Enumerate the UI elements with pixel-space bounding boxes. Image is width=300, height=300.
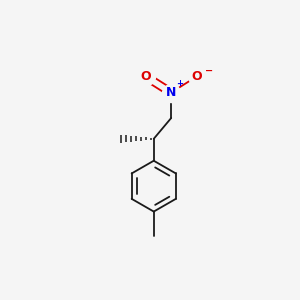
Text: N: N xyxy=(166,86,176,99)
Text: −: − xyxy=(205,66,213,76)
Text: +: + xyxy=(176,79,184,88)
Text: O: O xyxy=(191,70,202,83)
Text: O: O xyxy=(140,70,151,83)
